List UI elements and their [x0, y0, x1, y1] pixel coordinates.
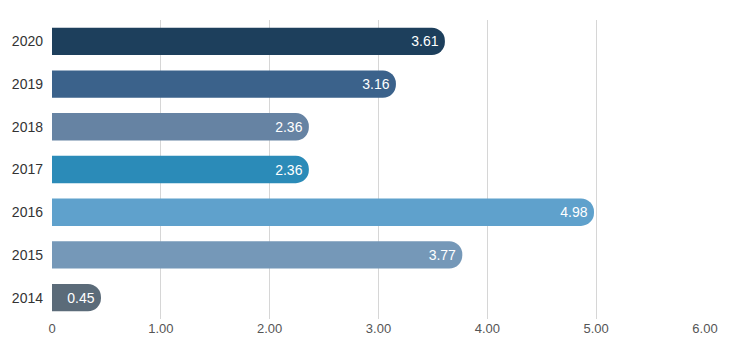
svg-text:3.61: 3.61	[411, 33, 438, 49]
svg-text:1.00: 1.00	[148, 321, 173, 336]
svg-text:2019: 2019	[12, 76, 43, 92]
svg-text:2020: 2020	[12, 33, 43, 49]
svg-text:2014: 2014	[12, 290, 43, 306]
svg-text:2017: 2017	[12, 161, 43, 177]
svg-text:4.98: 4.98	[560, 204, 587, 220]
svg-text:5.00: 5.00	[584, 321, 609, 336]
svg-text:0.45: 0.45	[67, 290, 94, 306]
svg-text:4.00: 4.00	[475, 321, 500, 336]
svg-text:2.00: 2.00	[257, 321, 282, 336]
svg-text:2016: 2016	[12, 204, 43, 220]
svg-text:2.36: 2.36	[275, 119, 302, 135]
svg-text:3.77: 3.77	[429, 247, 456, 263]
svg-text:3.16: 3.16	[362, 76, 389, 92]
svg-text:2018: 2018	[12, 119, 43, 135]
svg-text:2.36: 2.36	[275, 162, 302, 178]
svg-text:3.00: 3.00	[366, 321, 391, 336]
svg-text:2015: 2015	[12, 247, 43, 263]
svg-text:6.00: 6.00	[692, 321, 717, 336]
svg-text:0: 0	[48, 321, 55, 336]
